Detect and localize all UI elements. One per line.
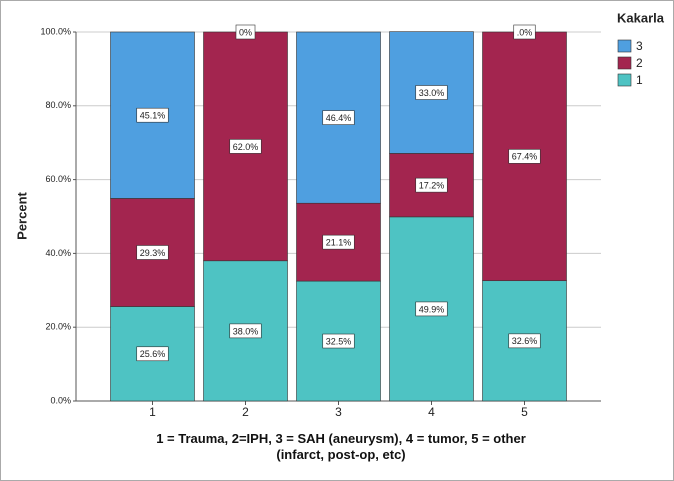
- data-label: 38.0%: [233, 326, 259, 336]
- data-label-box: [136, 107, 169, 123]
- x-tick-label: 3: [335, 405, 342, 419]
- data-label-box: [136, 245, 169, 260]
- legend-swatch: [617, 73, 632, 87]
- data-label-box: [235, 24, 256, 40]
- data-label: 45.1%: [140, 111, 166, 121]
- y-tick-label: 20.0%: [45, 322, 71, 332]
- data-label: 32.6%: [512, 336, 538, 346]
- y-tick-label: 80.0%: [45, 100, 71, 110]
- data-label: 46.4%: [326, 113, 352, 123]
- x-tick-label: 2: [242, 405, 249, 419]
- y-axis-title: Percent: [14, 191, 29, 239]
- data-label-box: [229, 323, 262, 339]
- legend-label: 3: [636, 39, 643, 53]
- data-label-box: [322, 234, 355, 250]
- legend-swatch: [617, 39, 632, 53]
- data-label: 0%: [239, 27, 252, 37]
- data-label-box: [415, 177, 448, 193]
- data-label: .0%: [517, 27, 533, 37]
- data-label-box: [513, 24, 536, 40]
- data-label-box: [508, 149, 541, 164]
- data-label-box: [415, 85, 448, 100]
- data-label-box: [415, 301, 448, 317]
- legend-title: Kakarla: [617, 10, 665, 25]
- y-tick-label: 40.0%: [45, 248, 71, 258]
- data-label: 17.2%: [419, 181, 445, 191]
- data-label-box: [322, 110, 355, 125]
- data-label: 25.6%: [140, 349, 166, 359]
- data-label: 49.9%: [419, 304, 445, 314]
- data-label: 21.1%: [326, 238, 352, 248]
- data-label: 33.0%: [419, 88, 445, 98]
- legend-label: 1: [636, 73, 643, 87]
- data-label-box: [136, 346, 169, 362]
- data-label-box: [229, 139, 262, 154]
- y-tick-label: 60.0%: [45, 174, 71, 184]
- x-tick-label: 5: [521, 405, 528, 419]
- y-tick-label: 0.0%: [50, 395, 71, 405]
- data-label-box: [508, 333, 541, 349]
- data-label: 32.5%: [326, 336, 352, 346]
- bar-segment: [296, 31, 381, 204]
- data-label: 62.0%: [233, 142, 259, 152]
- x-tick-label: 4: [428, 405, 435, 419]
- x-axis-title: 1 = Trauma, 2=IPH, 3 = SAH (aneurysm), 4…: [156, 431, 526, 462]
- y-tick-label: 100.0%: [40, 26, 71, 36]
- legend-label: 2: [636, 56, 643, 70]
- legend-swatch: [617, 56, 632, 70]
- data-label-box: [322, 333, 355, 349]
- data-label: 29.3%: [140, 248, 166, 258]
- x-tick-label: 1: [149, 405, 156, 419]
- data-label: 67.4%: [512, 152, 538, 162]
